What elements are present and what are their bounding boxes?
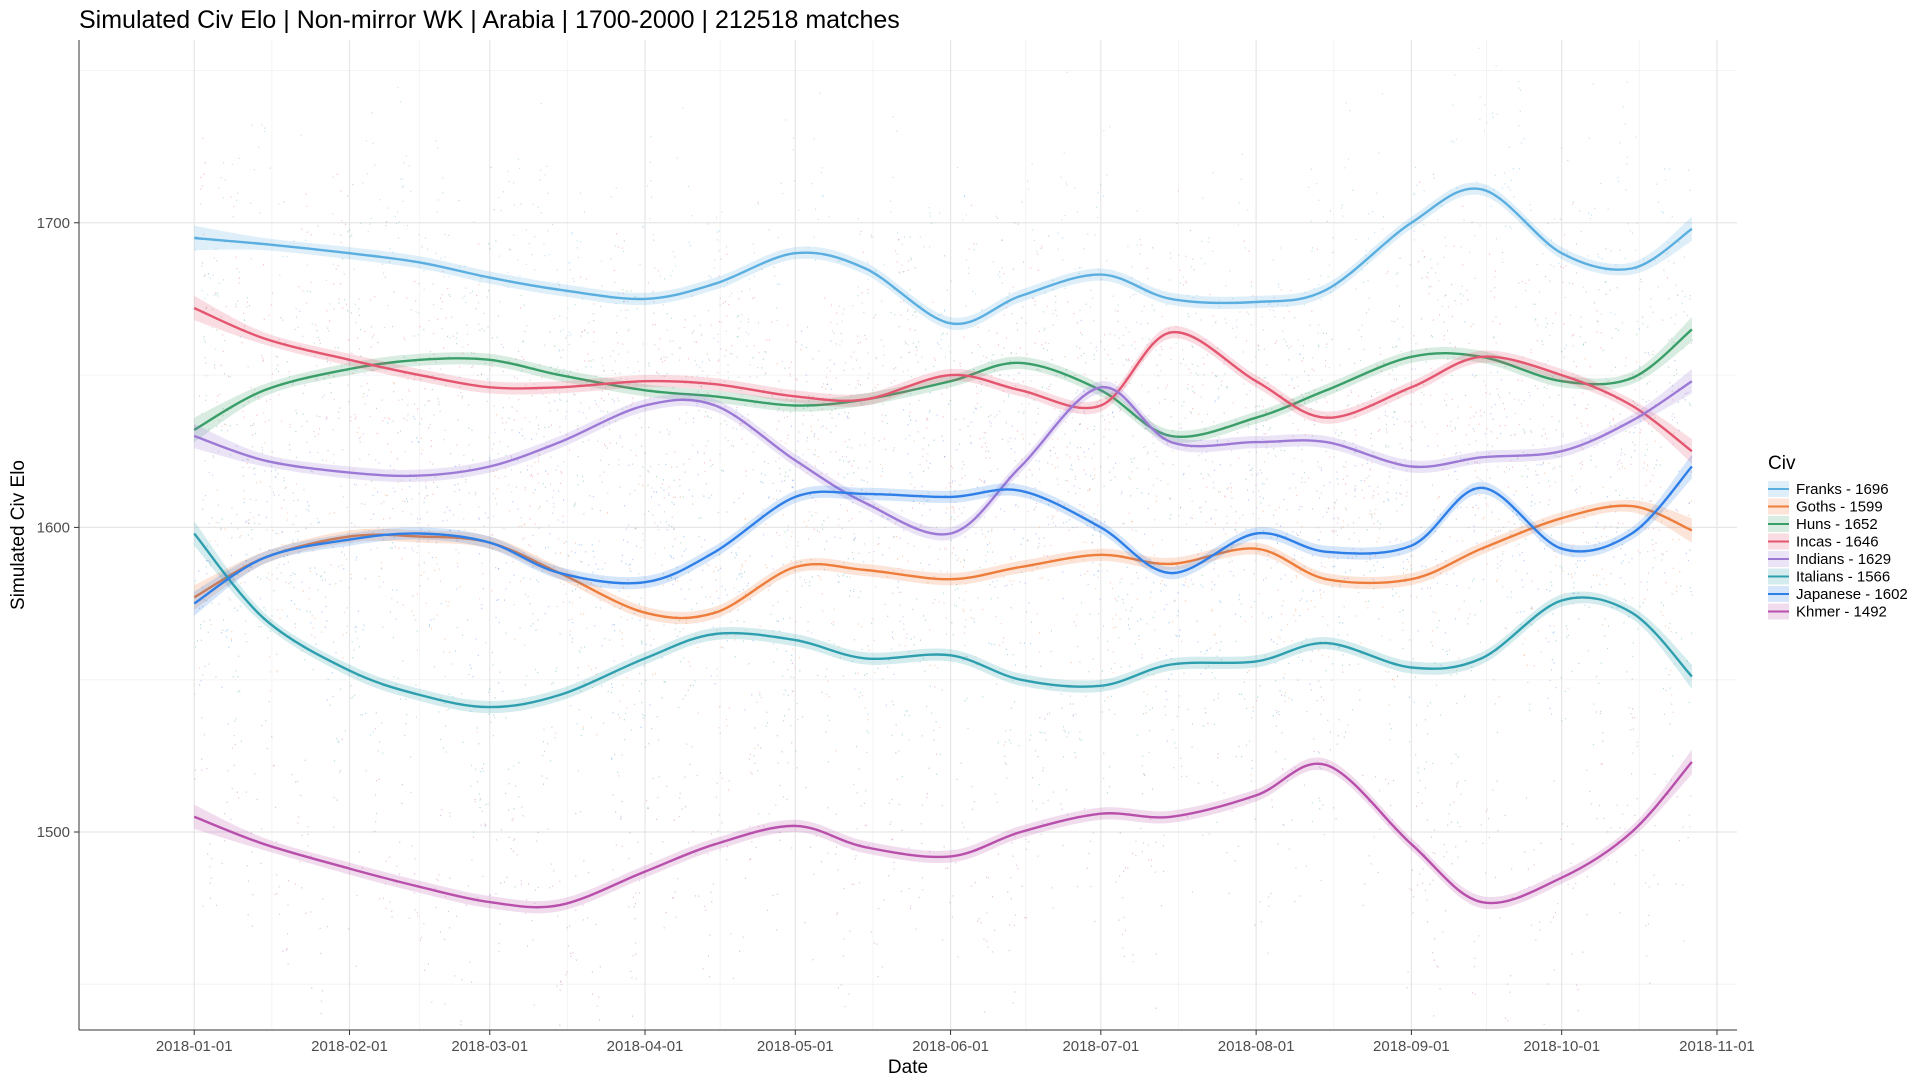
scatter-points-series-3 [200,137,1693,591]
confidence-band-series-2 [194,317,1692,443]
legend-item: Goths - 1599 [1768,498,1883,516]
series-line-4 [193,380,1693,536]
x-tick-label: 2018-11-01 [1679,1038,1755,1055]
series-line-2 [193,328,1693,439]
series-line-0 [194,187,1693,326]
series-line-5 [193,532,1693,709]
y-axis-ticks: 1500 1600 1700 [37,215,79,841]
legend-item: Incas - 1646 [1768,533,1879,551]
legend-label: Franks - 1696 [1796,481,1889,498]
y-tick-label: 1600 [37,519,70,536]
legend-item: Italians - 1566 [1768,568,1890,586]
y-tick-label: 1500 [37,824,70,841]
x-axis-title: Date [888,1057,928,1078]
legend-item: Japanese - 1602 [1768,586,1908,603]
series-line-1 [193,504,1693,620]
legend-item: Indians - 1629 [1768,551,1891,568]
grid-lines [79,40,1737,1030]
scatter-points-series-6 [198,319,1692,760]
scatter-points-series-1 [194,355,1693,833]
y-axis-title: Simulated Civ Elo [8,460,29,610]
scatter-points-series-4 [194,201,1692,741]
scatter-points-series-0 [195,47,1691,486]
x-tick-label: 2018-06-01 [912,1038,989,1055]
legend-label: Goths - 1599 [1796,499,1883,516]
legend-label: Huns - 1652 [1796,516,1878,533]
x-tick-label: 2018-07-01 [1062,1038,1139,1055]
legend-label: Indians - 1629 [1796,551,1891,568]
x-tick-label: 2018-10-01 [1523,1038,1600,1055]
axes [78,40,1737,1031]
legend-label: Japanese - 1602 [1796,586,1908,603]
series-line-3 [193,306,1693,453]
legend-label: Khmer - 1492 [1796,604,1887,621]
x-tick-label: 2018-02-01 [311,1038,388,1055]
series-line-7 [193,761,1693,909]
x-tick-label: 2018-05-01 [757,1038,834,1055]
chart-title: Simulated Civ Elo | Non-mirror WK | Arab… [79,6,900,34]
legend-label: Incas - 1646 [1796,534,1879,551]
legend-title: Civ [1768,453,1796,474]
series-lines [193,182,1693,914]
x-tick-label: 2018-01-01 [156,1038,233,1055]
series-line-6 [193,465,1693,605]
legend-item: Franks - 1696 [1768,481,1889,498]
x-tick-label: 2018-08-01 [1218,1038,1295,1055]
legend-label: Italians - 1566 [1796,569,1890,586]
x-tick-label: 2018-04-01 [607,1038,684,1055]
x-tick-label: 2018-09-01 [1373,1038,1450,1055]
x-axis-ticks: 2018-01-01 2018-02-01 2018-03-01 2018-04-01… [156,1030,1755,1055]
scatter-points-series-7 [194,538,1692,1026]
x-tick-label: 2018-03-01 [451,1038,528,1055]
y-tick-label: 1700 [37,215,70,232]
legend-item: Khmer - 1492 [1768,603,1887,621]
confidence-band-series-3 [194,295,1692,464]
legend-item: Huns - 1652 [1768,516,1878,533]
